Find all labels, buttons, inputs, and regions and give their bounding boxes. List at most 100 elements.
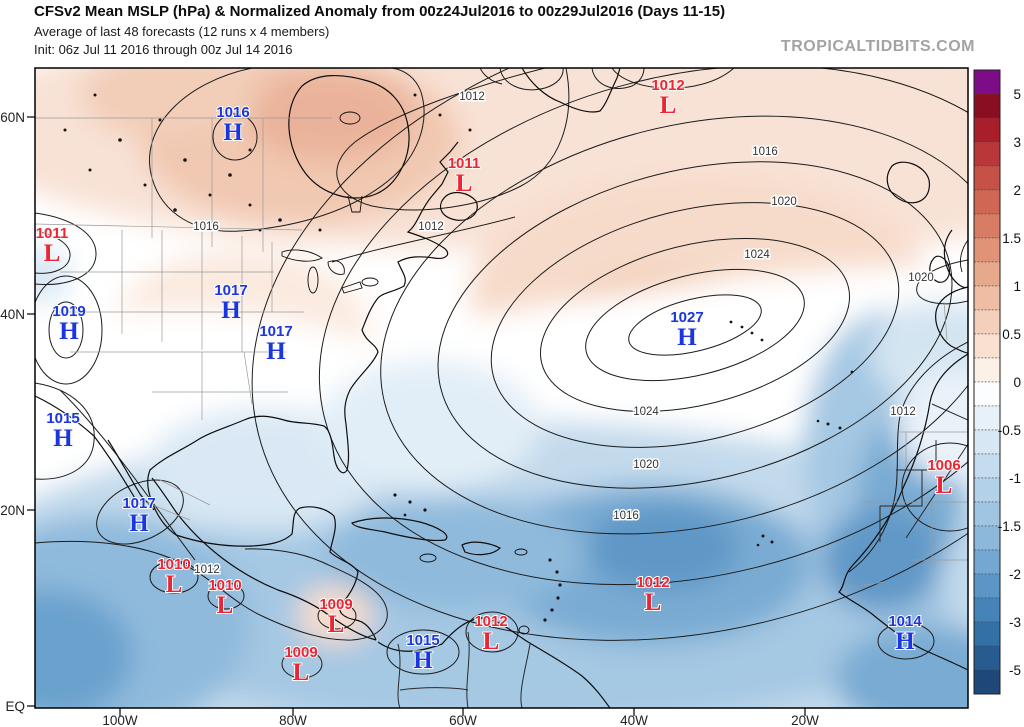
pressure-letter: H [895, 628, 915, 655]
colorbar-segment [973, 309, 1001, 335]
colorbar-tick-label: 1.5 [1002, 231, 1021, 246]
lat-tick-label: 20N [0, 503, 25, 518]
pressure-value: 1009 [319, 596, 352, 613]
pressure-letter: L [293, 659, 310, 686]
colorbar-segment [973, 669, 1001, 695]
colorbar-segment [973, 213, 1001, 239]
pressure-value: 1012 [651, 77, 684, 94]
pressure-value: 1012 [474, 613, 507, 630]
pressure-letter: L [328, 611, 345, 638]
anomaly-colorbar: 5 3 2 1.5 1 0.5 0 -0.5 -1 -1.5 -2 -3 -5 [973, 69, 1021, 695]
colorbar-segment [973, 501, 1001, 527]
contour-label: 1020 [771, 196, 797, 208]
map-frame [34, 67, 969, 709]
pressure-value: 1010 [157, 556, 190, 573]
coastline-layer [35, 68, 968, 708]
border-layer [35, 117, 968, 708]
contour-label-layer: 1012 1016 1012 1016 1020 1024 1020 1024 1020 1016… [192, 90, 936, 578]
colorbar-segment [973, 621, 1001, 647]
colorbar-tick-label: 5 [1013, 87, 1021, 102]
contour-label: 1012 [194, 564, 220, 576]
pressure-letter: H [221, 297, 241, 324]
pressure-letter: H [129, 510, 149, 537]
pressure-value: 1015 [406, 632, 439, 649]
axis-layer: 60N 40N 20N EQ 100W 80W 60W 40W 20W [0, 110, 819, 727]
pressure-letter: H [223, 119, 243, 146]
colorbar-tick-label: 0.5 [1002, 327, 1021, 342]
pressure-value: 1019 [52, 303, 85, 320]
colorbar-segment [973, 357, 1001, 383]
pressure-letter: H [266, 338, 286, 365]
colorbar-segment [973, 597, 1001, 623]
azores-high-contour-rings [251, 68, 968, 641]
page-title: CFSv2 Mean MSLP (hPa) & Normalized Anoma… [34, 3, 726, 20]
pressure-letter: H [53, 425, 73, 452]
pressure-letter: L [217, 592, 234, 619]
pressure-value: 1010 [208, 577, 241, 594]
colorbar-tick-label: 1 [1013, 279, 1021, 294]
colorbar-segment [973, 93, 1001, 119]
pressure-letter: L [166, 571, 183, 598]
colorbar-tick-label: 3 [1013, 135, 1021, 150]
pressure-value: 1027 [670, 309, 703, 326]
isobar-contour-layer [35, 68, 968, 679]
colorbar-segment [973, 261, 1001, 287]
colorbar-segment [973, 477, 1001, 503]
pressure-letter: L [44, 240, 61, 267]
colorbar-segment [973, 429, 1001, 455]
pressure-value: 1017 [259, 323, 292, 340]
pressure-value: 1015 [46, 410, 79, 427]
colorbar-tick-label: -2 [1009, 567, 1021, 582]
pressure-value: 1017 [122, 495, 155, 512]
colorbar-tick-label: -0.5 [998, 423, 1021, 438]
lon-tick-label: 40W [620, 713, 648, 727]
pressure-letter: L [936, 472, 953, 499]
pressure-letter: L [456, 170, 473, 197]
pressure-value: 1012 [636, 574, 669, 591]
pressure-value: 1016 [216, 104, 249, 121]
colorbar-tick-label: -1.5 [998, 519, 1021, 534]
colorbar-segment [973, 645, 1001, 671]
contour-label: 1024 [744, 249, 770, 261]
colorbar-segment [973, 405, 1001, 431]
colorbar-tick-label: -5 [1009, 663, 1021, 678]
lon-tick-label: 80W [279, 713, 307, 727]
contour-label: 1016 [193, 221, 219, 233]
colorbar-outline [973, 69, 1001, 695]
page-subtitle: Average of last 48 forecasts (12 runs x … [34, 24, 330, 39]
pressure-letter: H [677, 324, 697, 351]
colorbar-segment [973, 333, 1001, 359]
pressure-value: 1011 [36, 225, 69, 242]
pressure-letter: L [660, 92, 677, 119]
colorbar-tick-label: -1 [1009, 471, 1021, 486]
colorbar-tick-label: -3 [1009, 615, 1021, 630]
colorbar-segment [973, 453, 1001, 479]
lon-tick-label: 100W [102, 713, 138, 727]
colorbar-segment [973, 381, 1001, 407]
pressure-value: 1014 [888, 613, 922, 630]
lat-tick-label: 40N [0, 307, 25, 322]
colorbar-segment [973, 573, 1001, 599]
contour-label: 1012 [890, 406, 916, 418]
pressure-value: 1009 [284, 644, 317, 661]
